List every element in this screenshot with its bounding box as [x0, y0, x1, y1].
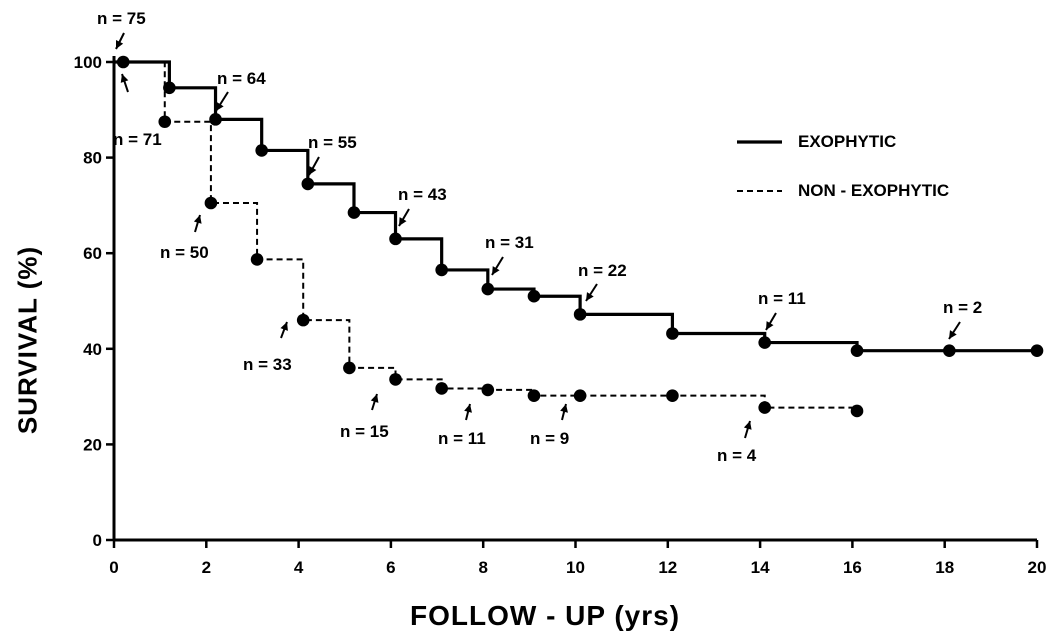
annotation-label: n = 22 — [578, 261, 627, 280]
y-tick-label: 40 — [83, 340, 102, 359]
y-tick-label: 0 — [93, 531, 102, 550]
exophytic-point — [481, 282, 495, 296]
annotation-arrowhead — [280, 322, 288, 331]
annotation-label: n = 31 — [485, 233, 534, 252]
non-exophytic-point — [850, 404, 864, 418]
annotation-label: n = 33 — [243, 355, 292, 374]
series-layer — [114, 55, 1044, 418]
exophytic-point — [389, 232, 402, 246]
annotation-label: n = 64 — [217, 69, 266, 88]
legend — [737, 140, 782, 192]
annotation-label: n = 43 — [398, 185, 447, 204]
exophytic-point — [666, 327, 679, 340]
series-exophytic-line — [114, 60, 1037, 353]
exophytic-point — [573, 308, 587, 321]
non-exophytic-point — [250, 253, 264, 266]
y-axis-title-box: SURVIVAL (%) — [6, 210, 50, 470]
legend-label-exophytic: EXOPHYTIC — [798, 132, 897, 151]
axes: 0 2 4 6 8 10 12 14 16 18 20 0 20 40 60 80 100 — [74, 53, 1047, 577]
exophytic-point — [527, 289, 541, 303]
x-tick-label: 20 — [1028, 558, 1047, 577]
annotation-label: n = 11 — [438, 429, 486, 448]
exophytic-point — [163, 81, 176, 95]
exophytic-point — [435, 263, 448, 277]
x-tick-label: 2 — [202, 558, 211, 577]
exophytic-point — [116, 55, 130, 69]
legend-label-non-exophytic: NON - EXOPHYTIC — [798, 181, 950, 200]
annotation-label: n = 75 — [97, 9, 146, 28]
x-tick-label: 14 — [751, 558, 770, 577]
x-tick-label: 8 — [478, 558, 487, 577]
annotation-arrowhead — [116, 40, 124, 49]
annotation-layer: n = 75 n = 64 n = 55 n = 43 n = 31 n = 22 n = … — [97, 9, 982, 465]
annotation-label: n = 15 — [340, 422, 389, 441]
annotation-arrowhead — [216, 102, 224, 111]
non-exophytic-point — [758, 401, 772, 414]
exophytic-point — [347, 206, 361, 219]
annotation-arrowhead — [464, 404, 472, 413]
y-tick-label: 20 — [83, 435, 102, 454]
annotation-label: n = 55 — [308, 133, 357, 152]
non-exophytic-point — [573, 389, 587, 402]
annotation-arrowhead — [743, 421, 752, 430]
exophytic-point — [850, 344, 864, 358]
annotation-label: n = 9 — [530, 429, 569, 448]
annotation-arrowhead — [370, 394, 379, 403]
non-exophytic-point — [389, 373, 402, 386]
annotation-label: n = 11 — [758, 289, 806, 308]
exophytic-point — [758, 336, 772, 349]
x-tick-label: 10 — [566, 558, 585, 577]
annotation-arrowhead — [492, 266, 500, 275]
annotation-label: n = 71 — [113, 130, 162, 149]
exophytic-point — [1030, 344, 1044, 358]
non-exophytic-point — [481, 383, 495, 397]
annotation-arrowhead — [560, 404, 568, 413]
annotation-arrowhead — [766, 321, 774, 330]
non-exophytic-point — [666, 389, 679, 402]
annotation-arrowhead — [309, 166, 317, 175]
exophytic-point — [255, 144, 268, 157]
non-exophytic-point — [204, 196, 218, 210]
annotation-arrowhead — [586, 292, 594, 301]
exophytic-point — [209, 113, 222, 126]
non-exophytic-point — [527, 389, 541, 402]
annotation-arrowhead — [949, 330, 957, 339]
y-tick-label: 80 — [83, 149, 102, 168]
x-tick-label: 16 — [843, 558, 862, 577]
x-tick-label: 12 — [658, 558, 677, 577]
non-exophytic-point — [343, 361, 356, 375]
annotation-label: n = 50 — [160, 243, 209, 262]
annotation-label: n = 2 — [943, 298, 982, 317]
non-exophytic-point — [296, 313, 310, 327]
y-tick-label: 60 — [83, 244, 102, 263]
exophytic-point — [301, 177, 315, 191]
x-tick-label: 18 — [935, 558, 954, 577]
non-exophytic-point — [435, 382, 448, 395]
non-exophytic-point — [158, 115, 172, 129]
x-tick-label: 4 — [294, 558, 304, 577]
annotation-arrowhead — [193, 215, 202, 224]
x-tick-label: 6 — [386, 558, 395, 577]
y-tick-label: 100 — [74, 53, 102, 72]
x-tick-label: 0 — [109, 558, 118, 577]
x-axis-title: FOLLOW - UP (yrs) — [410, 600, 681, 631]
annotation-label: n = 4 — [717, 446, 757, 465]
y-axis-title: SURVIVAL (%) — [12, 245, 43, 435]
annotation-arrowhead — [399, 217, 407, 226]
exophytic-point — [943, 344, 956, 358]
annotation-arrowhead — [120, 74, 129, 83]
